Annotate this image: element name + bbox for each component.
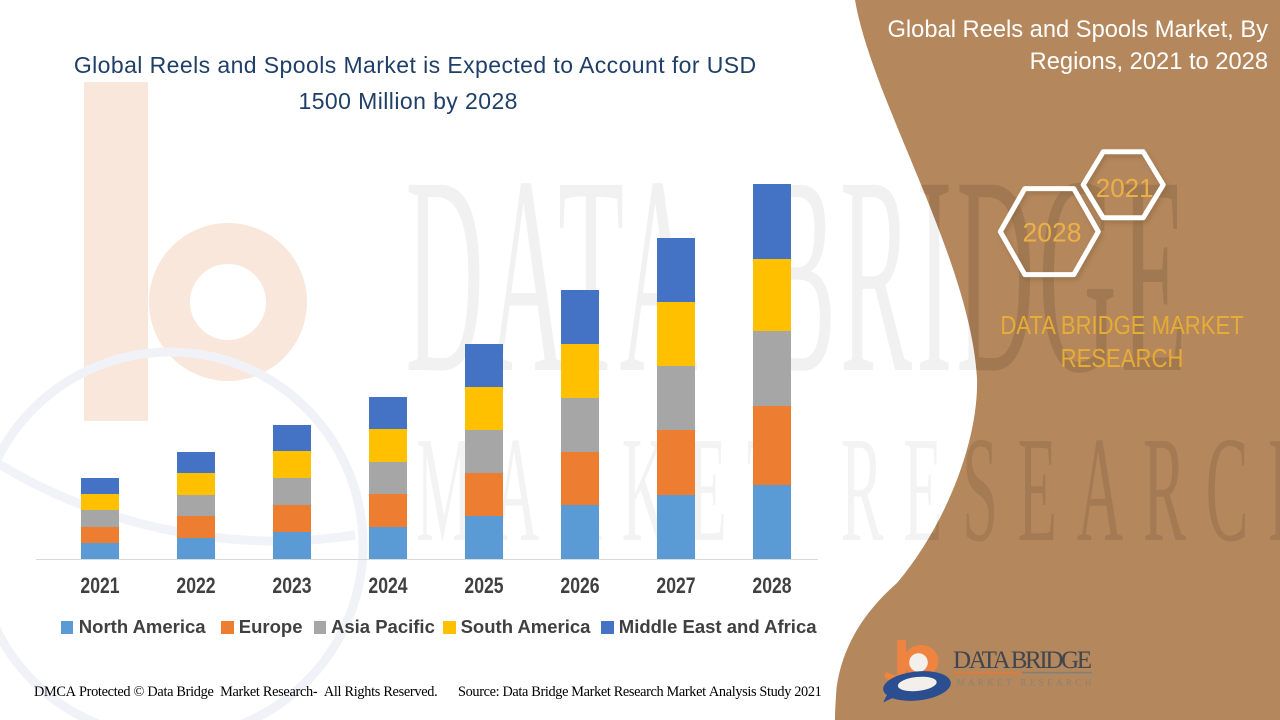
svg-text:MARKET RESEARCH: MARKET RESEARCH <box>957 678 1095 688</box>
svg-text:DATA BRIDGE MARKET: DATA BRIDGE MARKET <box>1000 311 1244 340</box>
svg-text:MARKET RESEARCH: MARKET RESEARCH <box>416 407 1280 574</box>
svg-text:2021: 2021 <box>1096 173 1154 203</box>
svg-text:RESEARCH: RESEARCH <box>1061 344 1184 373</box>
svg-text:2028: 2028 <box>1023 218 1082 248</box>
svg-text:DATA BRIDGE: DATA BRIDGE <box>953 647 1092 674</box>
